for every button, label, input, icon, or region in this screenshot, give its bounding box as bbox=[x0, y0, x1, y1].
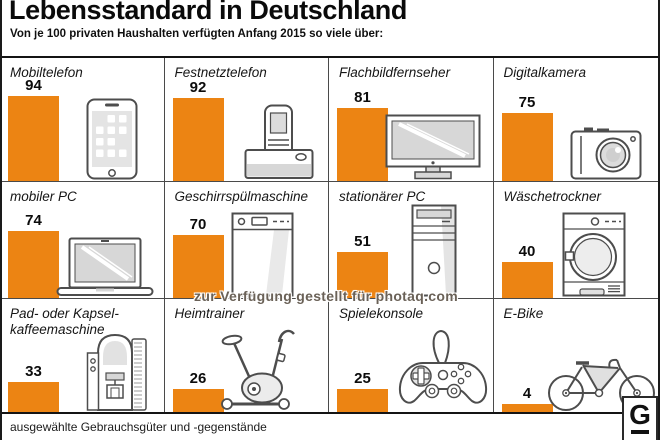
item-bar-group: 51 bbox=[337, 233, 388, 298]
tower-pc-icon bbox=[411, 204, 457, 297]
item-bar-group: 33 bbox=[8, 363, 59, 412]
item-bar bbox=[501, 262, 553, 298]
item-label: Flachbildfernseher bbox=[339, 65, 451, 80]
item-value: 4 bbox=[522, 385, 532, 402]
item-label: Heimtrainer bbox=[174, 306, 245, 321]
dryer-icon bbox=[562, 212, 626, 297]
watermark: zur Verfügung gestellt für photaq.com bbox=[194, 288, 458, 304]
item-cell: stationärer PC 51 bbox=[329, 182, 494, 299]
item-value: 25 bbox=[354, 370, 371, 387]
item-bar-group: 25 bbox=[337, 370, 388, 412]
item-label: Geschirrspülmaschine bbox=[174, 189, 309, 204]
item-value: 75 bbox=[518, 94, 536, 111]
smartphone-icon bbox=[86, 98, 138, 180]
item-bar-group: 74 bbox=[8, 212, 59, 298]
item-bar-group: 26 bbox=[172, 370, 224, 412]
item-bar bbox=[501, 404, 553, 412]
item-value: 33 bbox=[25, 363, 42, 380]
item-label: Festnetztelefon bbox=[174, 65, 267, 80]
item-bar-group: 40 bbox=[501, 243, 553, 298]
item-cell: Heimtrainer 26 bbox=[165, 299, 329, 412]
item-label: E-Bike bbox=[503, 306, 544, 321]
item-value: 92 bbox=[189, 79, 207, 96]
item-bar bbox=[337, 389, 388, 412]
exercise-bike-icon bbox=[218, 329, 296, 411]
item-value: 40 bbox=[518, 243, 536, 260]
item-bar-group: 94 bbox=[8, 77, 59, 181]
item-bar-group: 81 bbox=[337, 89, 388, 181]
page-subtitle: Von je 100 privaten Haushalten verfügten… bbox=[10, 28, 384, 40]
item-label: stationärer PC bbox=[339, 189, 426, 204]
item-bar bbox=[8, 231, 59, 298]
footer: ausgewählte Gebrauchsgüter und -gegenstä… bbox=[0, 414, 660, 440]
logo-letter: G bbox=[629, 399, 651, 430]
item-value: 51 bbox=[354, 233, 371, 250]
item-bar-group: 75 bbox=[501, 94, 553, 181]
item-bar bbox=[172, 235, 224, 298]
item-bar bbox=[172, 389, 224, 412]
item-label: Spielekonsole bbox=[339, 306, 424, 321]
item-value: 70 bbox=[189, 216, 207, 233]
item-value: 94 bbox=[25, 77, 42, 94]
item-bar bbox=[337, 108, 388, 181]
item-label: mobiler PC bbox=[10, 189, 77, 204]
item-value: 81 bbox=[354, 89, 371, 106]
item-bar-group: 92 bbox=[172, 79, 224, 181]
item-bar bbox=[172, 98, 224, 181]
item-bar bbox=[8, 96, 59, 181]
globus-logo: G bbox=[622, 396, 658, 440]
camera-icon bbox=[570, 127, 642, 180]
item-label: Pad- oder Kapsel-kaffeemaschine bbox=[10, 306, 119, 337]
flatscreen-tv-icon bbox=[385, 114, 481, 180]
item-value: 74 bbox=[25, 212, 42, 229]
laptop-icon bbox=[56, 237, 154, 297]
item-label: Digitalkamera bbox=[503, 65, 587, 80]
item-bar bbox=[501, 113, 553, 181]
item-bar-group: 4 bbox=[501, 385, 553, 412]
item-cell: Pad- oder Kapsel-kaffeemaschine 33 bbox=[0, 299, 165, 412]
item-cell: Flachbildfernseher 81 bbox=[329, 58, 494, 182]
item-label: Mobiltelefon bbox=[10, 65, 83, 80]
item-value: 26 bbox=[189, 370, 207, 387]
cordless-phone-icon bbox=[244, 104, 314, 180]
item-bar-group: 70 bbox=[172, 216, 224, 298]
page-title: Lebensstandard in Deutschland bbox=[9, 0, 407, 25]
item-cell: Mobiltelefon 94 bbox=[0, 58, 165, 182]
item-cell: mobiler PC 74 bbox=[0, 182, 165, 299]
logo-underline bbox=[631, 430, 649, 434]
item-bar bbox=[337, 252, 388, 298]
item-label: Wäschetrockner bbox=[503, 189, 602, 204]
coffee-machine-icon bbox=[86, 333, 148, 411]
game-controller-icon bbox=[395, 327, 491, 411]
item-bar bbox=[8, 382, 59, 412]
chart-grid: Mobiltelefon 94 Festnetztelefon 92 Flach… bbox=[0, 56, 658, 414]
item-cell: Spielekonsole 25 bbox=[329, 299, 494, 412]
item-cell: Geschirrspülmaschine 70 bbox=[164, 182, 329, 299]
dishwasher-icon bbox=[231, 212, 294, 297]
item-cell: Wäschetrockner 40 bbox=[493, 182, 658, 299]
item-cell: Digitalkamera 75 bbox=[493, 58, 658, 182]
footer-note: ausgewählte Gebrauchsgüter und -gegenstä… bbox=[10, 420, 267, 434]
item-cell: Festnetztelefon 92 bbox=[164, 58, 329, 182]
